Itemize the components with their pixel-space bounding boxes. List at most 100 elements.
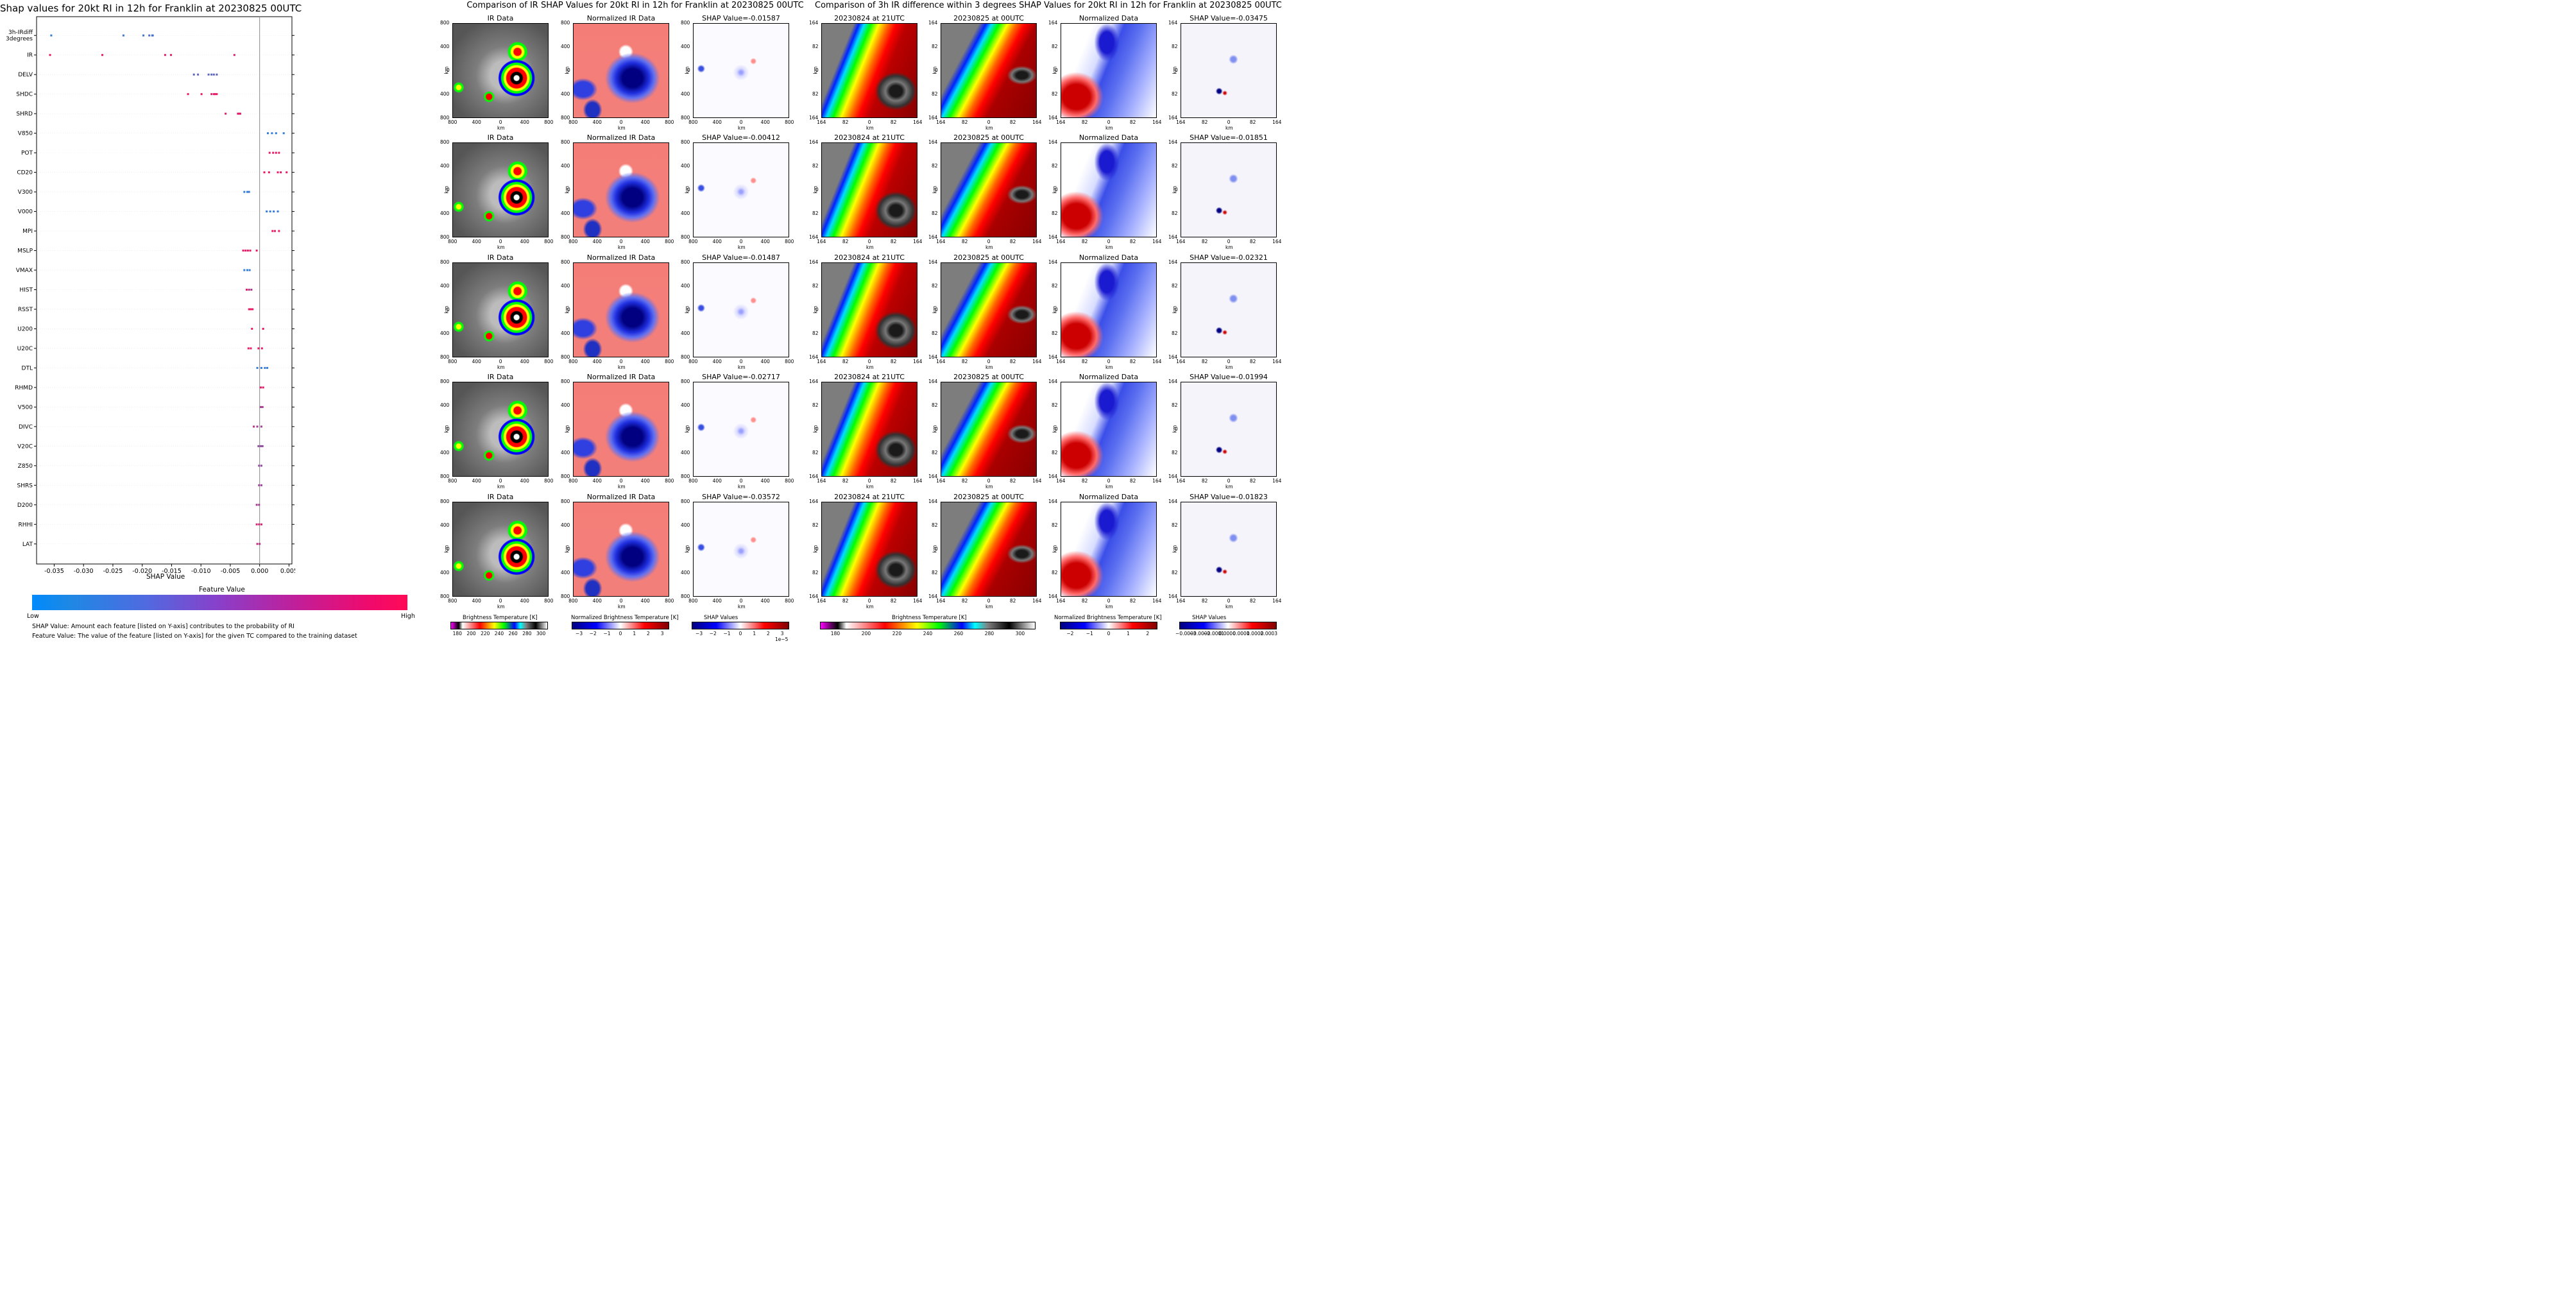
middle-xtick-label: 400 [712,478,722,484]
middle-xtick-label: 400 [640,359,650,364]
middle-xtick-label: 800 [665,239,674,244]
middle-xlabel: km [618,364,626,370]
right-xtick-label: 0 [987,478,991,484]
right-ytick-label: 0 [935,67,938,73]
middle-ytick-label: 0 [447,546,450,552]
right-xtick-label: 82 [1129,239,1136,244]
right-ytick-label: 164 [809,259,819,265]
middle-ytick-label: 400 [440,402,450,408]
middle-xtick-label: 400 [640,478,650,484]
right-xtick-label: 82 [1009,119,1016,125]
shap-point [271,132,273,135]
right-ytick-label: 164 [1168,474,1178,479]
right-ytick-label: 82 [812,91,819,97]
middle-xtick-label: 400 [760,239,770,244]
shap-point [122,34,124,37]
right-cb1-ticks-label: 200 [861,631,871,636]
right-ytick-label: 164 [809,593,819,599]
feature-name-label: RHHI [19,522,33,528]
middle-xtick-label: 800 [785,478,794,484]
right-xtick-label: 0 [867,598,871,604]
feature-name-label: CD20 [17,170,33,176]
middle-xlabel: km [738,604,746,610]
shap-point [248,308,250,311]
right-xtick-label: 0 [1227,239,1231,244]
middle-xtick-label: 0 [739,478,743,484]
right-xtick-label: 164 [1056,598,1066,604]
right-xtick-label: 82 [1009,478,1016,484]
xtick-label: 0.000 [251,568,268,575]
shap-point [277,210,279,213]
mid-cb3-ticks-label: −3 [695,631,703,636]
right-ytick-label: 0 [815,307,819,312]
middle-xtick-label: 0 [619,239,623,244]
shap-point [268,171,270,174]
middle-ytick-label: 0 [567,546,570,552]
right-xtick-label: 0 [1227,598,1231,604]
middle-xtick-label: 400 [472,478,481,484]
middle-ytick-label: 800 [440,354,450,360]
ir-diff-comparison-title: Comparison of 3h IR difference within 3 … [815,1,1282,10]
middle-panel-title: IR Data [487,133,514,142]
middle-ytick-label: 800 [681,593,690,599]
middle-ytick-label: 800 [681,139,690,145]
shap-point [278,151,280,154]
right-panel-title: 20230825 at 00UTC [953,373,1024,381]
right-xtick-label: 164 [1272,598,1282,604]
middle-ytick-label: 400 [440,450,450,456]
middle-ytick-label: 800 [681,474,690,479]
right-xtick-label: 82 [842,359,849,364]
mid-cb2-ticks-label: 1 [633,631,636,636]
right-xtick-label: 82 [1201,239,1208,244]
feature-name-label: V20C [17,443,33,450]
right-ytick-label: 82 [1052,44,1058,49]
right-cb2-ticks-label: 2 [1146,631,1150,636]
middle-ytick-label: 400 [681,570,690,576]
right-ytick-label: 82 [932,330,938,336]
right-xtick-label: 82 [1081,478,1088,484]
right-xtick-label: 82 [890,119,897,125]
right-ytick-label: 164 [809,20,819,26]
middle-ytick-label: 400 [440,210,450,216]
middle-xlabel: km [497,604,505,610]
feature-name-label: V300 [18,189,33,196]
right-xlabel: km [1105,244,1113,250]
right-panel-title: Normalized Data [1079,253,1139,262]
right-panel [821,23,917,118]
middle-ytick-label: 400 [440,91,450,97]
right-ytick-label: 164 [928,379,938,384]
mid-cb2-ticks-label: 0 [618,631,622,636]
right-xtick-label: 164 [1056,239,1066,244]
shap-point [210,73,213,76]
right-ytick-label: 0 [1175,187,1178,192]
right-ytick-label: 164 [809,379,819,384]
right-xtick-label: 82 [890,598,897,604]
right-xtick-label: 82 [1129,478,1136,484]
right-panel [941,502,1037,597]
middle-panel [452,262,549,357]
right-ytick-label: 0 [935,187,938,192]
middle-xtick-label: 0 [619,119,623,125]
right-ytick-label: 82 [1052,522,1058,528]
middle-xtick-label: 800 [544,478,554,484]
shap-point [275,151,277,154]
right-xtick-label: 82 [961,478,968,484]
shap-point [246,289,248,291]
right-xtick-label: 82 [961,239,968,244]
middle-xtick-label: 400 [760,119,770,125]
right-cb1-ticks-label: 180 [830,631,840,636]
middle-ytick-label: 400 [440,163,450,169]
right-panel-title: 20230825 at 00UTC [953,253,1024,262]
right-ytick-label: 82 [1172,450,1178,456]
shap-point [255,523,258,525]
feature-name-label: 3h-IRdiff 3degrees [6,30,33,42]
right-cb3-ticks-label: 0.0001 [1233,631,1250,636]
right-xtick-label: 164 [1272,359,1282,364]
middle-ytick-label: 400 [561,163,570,169]
feature-name-label: SHRD [16,111,33,117]
right-xlabel: km [1225,125,1233,131]
middle-ytick-label: 400 [561,330,570,336]
feature-name-label: D200 [17,502,33,509]
right-ytick-label: 164 [928,20,938,26]
shap-point [260,445,262,447]
